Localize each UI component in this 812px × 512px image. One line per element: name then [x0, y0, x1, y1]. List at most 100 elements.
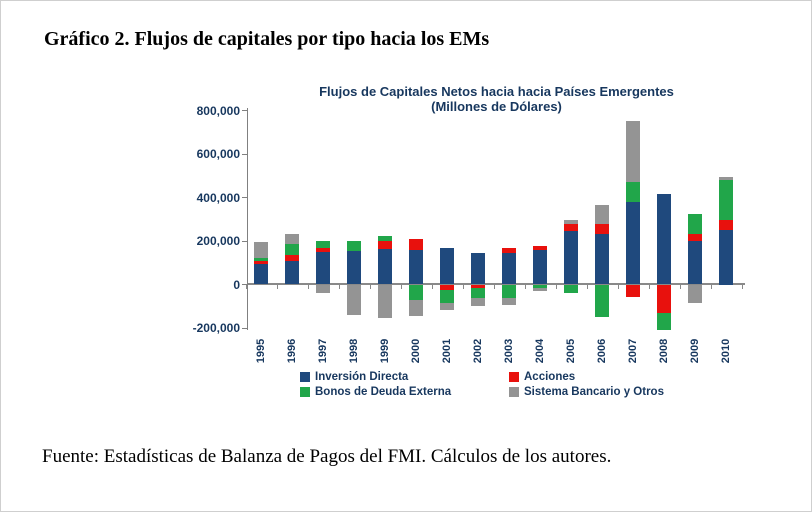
x-axis-year-label: 2005 [565, 338, 577, 364]
x-axis-year-label: 1995 [255, 338, 267, 364]
chart-title-block: Flujos de Capitales Netos hacia hacia Pa… [248, 84, 745, 114]
bar-segment-2006-acciones [595, 224, 609, 235]
y-axis-tick [242, 153, 247, 155]
x-axis-year-label: 2003 [503, 338, 515, 364]
x-axis-minor-tick [710, 285, 712, 289]
x-axis-minor-tick [338, 285, 340, 289]
bar-segment-2006-sistema-bancario-y-otros [595, 204, 609, 225]
bar-segment-1995-acciones [254, 261, 268, 264]
x-axis-year-label: 1997 [317, 338, 329, 364]
legend-swatch-sistema-bancario [509, 387, 519, 397]
bar-segment-2008-acciones [657, 284, 671, 313]
legend-item-bonos-deuda-externa: Bonos de Deuda Externa [300, 386, 451, 398]
x-axis-zero-line [248, 283, 745, 285]
bar-segment-2003-inversi-n-directa [502, 253, 516, 285]
bar-segment-2006-inversi-n-directa [595, 234, 609, 285]
legend-item-acciones: Acciones [509, 371, 575, 383]
bar-segment-2001-bonos-de-deuda-externa [440, 290, 454, 303]
x-axis-minor-tick [524, 285, 526, 289]
y-axis-tick [242, 110, 247, 111]
bar-segment-1996-acciones [285, 254, 299, 261]
bar-segment-2002-inversi-n-directa [471, 252, 485, 285]
x-axis-minor-tick [617, 285, 619, 289]
x-axis-minor-tick [741, 285, 743, 289]
x-axis-year-label: 2002 [472, 338, 484, 364]
bar-segment-2010-acciones [719, 219, 733, 231]
x-axis-year-label: 2007 [627, 338, 639, 364]
bar-segment-2007-sistema-bancario-y-otros [626, 120, 640, 182]
x-axis-year-label: 2000 [410, 338, 422, 364]
x-axis-year-label: 1996 [286, 338, 298, 364]
bar-segment-2005-bonos-de-deuda-externa [564, 284, 578, 293]
x-axis-minor-tick [245, 285, 247, 289]
y-axis-tick-label: 600,000 [196, 147, 240, 161]
x-axis-minor-tick [400, 285, 402, 289]
x-axis-minor-tick [586, 285, 588, 289]
bar-segment-1997-acciones [316, 248, 330, 253]
bar-segment-2010-sistema-bancario-y-otros [719, 176, 733, 181]
chart-title: Flujos de Capitales Netos hacia hacia Pa… [319, 84, 674, 99]
legend-item-sistema-bancario: Sistema Bancario y Otros [509, 386, 664, 398]
bar-segment-1995-bonos-de-deuda-externa [254, 257, 268, 261]
bar-segment-1999-bonos-de-deuda-externa [378, 235, 392, 241]
bar-segment-2002-acciones [471, 284, 485, 289]
bar-segment-2005-inversi-n-directa [564, 231, 578, 285]
bar-segment-2002-sistema-bancario-y-otros [471, 298, 485, 306]
x-axis-minor-tick [276, 285, 278, 289]
legend-label-bonos-deuda-externa: Bonos de Deuda Externa [315, 386, 452, 398]
bar-segment-2001-sistema-bancario-y-otros [440, 302, 454, 310]
legend-item-inversion-directa: Inversión Directa [300, 371, 408, 383]
bar-segment-2003-bonos-de-deuda-externa [502, 284, 516, 298]
x-axis-minor-tick [307, 285, 309, 289]
legend-swatch-inversion-directa [300, 372, 310, 382]
x-axis-year-label: 2006 [596, 338, 608, 364]
x-axis-minor-tick [679, 285, 681, 289]
bar-segment-1999-acciones [378, 240, 392, 249]
x-axis-minor-tick [493, 285, 495, 289]
bar-segment-2009-acciones [688, 234, 702, 241]
bar-segment-1999-inversi-n-directa [378, 248, 392, 285]
bar-segment-2005-acciones [564, 223, 578, 232]
y-axis-tick-label: 200,000 [196, 234, 240, 248]
chart-subtitle: (Millones de Dólares) [431, 99, 562, 114]
y-axis-tick-label: 400,000 [196, 190, 240, 205]
x-axis-minor-tick [369, 285, 371, 289]
bar-segment-2000-inversi-n-directa [409, 249, 423, 285]
x-axis-year-label: 2009 [689, 338, 701, 364]
x-axis-year-label: 1998 [348, 338, 360, 364]
bar-segment-1998-inversi-n-directa [347, 250, 361, 285]
bar-segment-1996-sistema-bancario-y-otros [285, 234, 299, 245]
y-axis-tick-label: -200,000 [192, 321, 240, 335]
bar-segment-2004-sistema-bancario-y-otros [533, 288, 547, 291]
bar-segment-2010-bonos-de-deuda-externa [719, 180, 733, 220]
bar-segment-2006-bonos-de-deuda-externa [595, 284, 609, 317]
legend-label-sistema-bancario: Sistema Bancario y Otros [524, 386, 664, 398]
y-axis-tick-label: 0 [233, 277, 240, 292]
bar-segment-2004-inversi-n-directa [533, 249, 547, 285]
bar-segment-2003-sistema-bancario-y-otros [502, 297, 516, 306]
bar-segment-2000-bonos-de-deuda-externa [409, 284, 423, 300]
x-axis-year-label: 2004 [534, 338, 546, 364]
bar-segment-2004-bonos-de-deuda-externa [533, 284, 547, 289]
legend-swatch-bonos-deuda-externa [300, 387, 310, 397]
bar-segment-2007-acciones [626, 284, 640, 297]
document-title: Gráfico 2. Flujos de capitales por tipo … [44, 28, 490, 50]
bar-segment-2008-inversi-n-directa [657, 194, 671, 285]
bar-segment-2001-acciones [440, 284, 454, 291]
legend-swatch-acciones [509, 372, 519, 382]
bar-segment-2001-inversi-n-directa [440, 247, 454, 285]
x-axis-minor-tick [648, 285, 650, 289]
y-axis-line [247, 108, 248, 330]
bar-segment-1997-bonos-de-deuda-externa [316, 240, 330, 249]
bar-segment-2000-sistema-bancario-y-otros [409, 299, 423, 317]
bar-segment-1996-inversi-n-directa [285, 261, 299, 285]
bar-segment-2008-bonos-de-deuda-externa [657, 312, 671, 331]
y-axis-tick [242, 240, 247, 242]
bar-segment-2009-inversi-n-directa [688, 240, 702, 285]
legend-label-inversion-directa: Inversión Directa [315, 371, 409, 383]
x-axis-minor-tick [462, 285, 464, 289]
x-axis-year-label: 2008 [658, 338, 670, 364]
bar-segment-2000-acciones [409, 238, 423, 250]
y-axis-tick [242, 327, 247, 329]
